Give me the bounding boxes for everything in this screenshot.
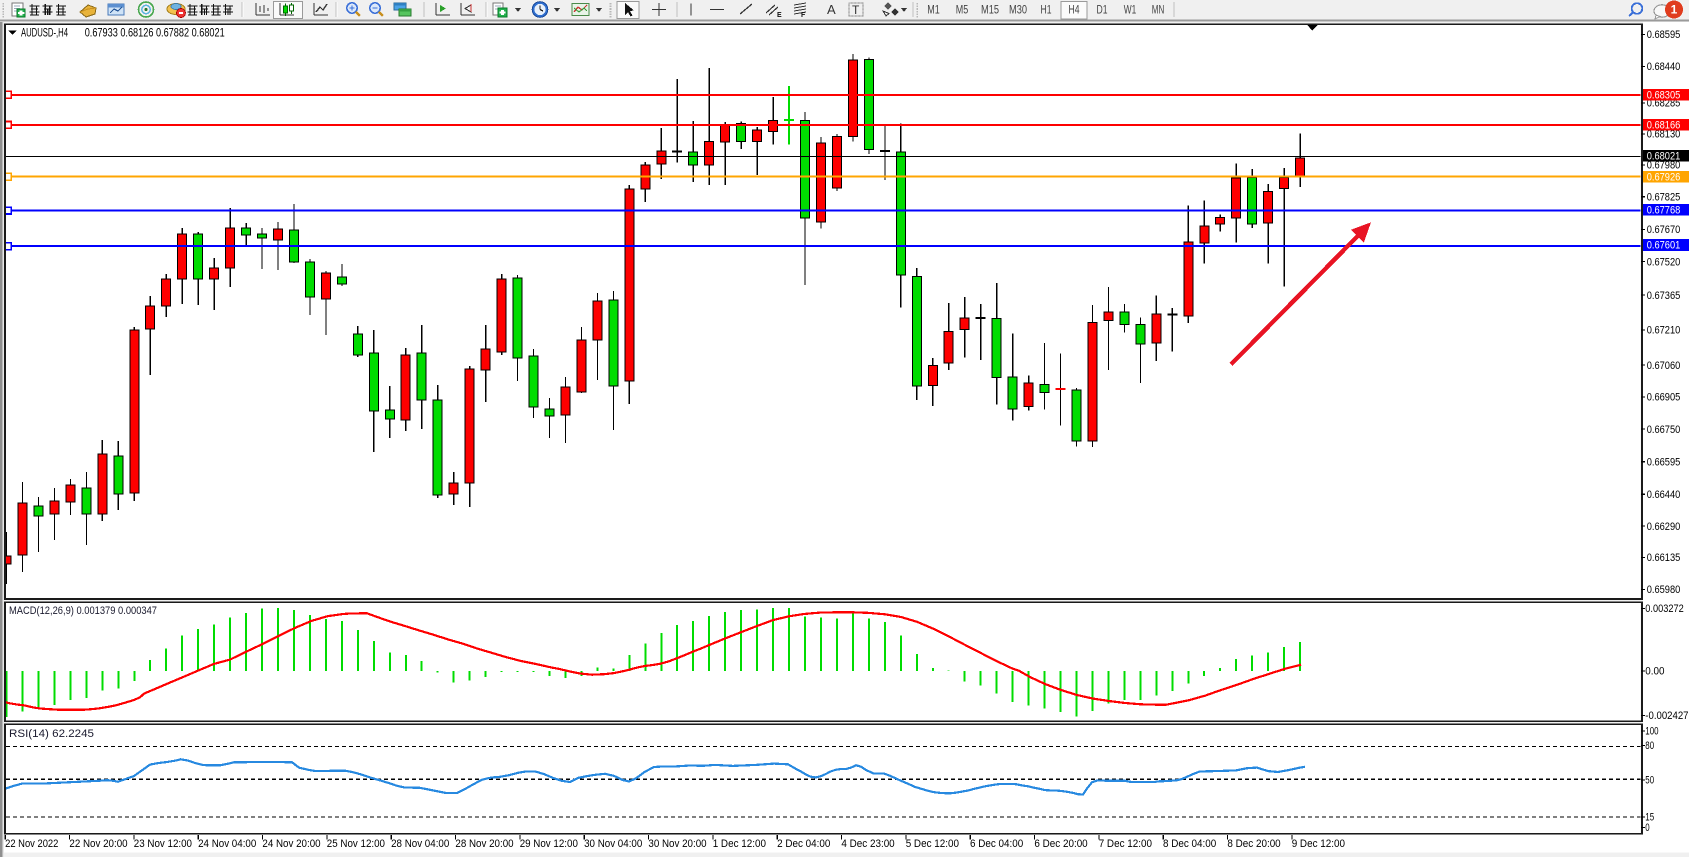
svg-text:8 Dec 04:00: 8 Dec 04:00	[1163, 838, 1216, 850]
svg-text:0: 0	[1645, 822, 1649, 834]
svg-text:D1: D1	[1097, 5, 1108, 17]
svg-text:0.68440: 0.68440	[1647, 61, 1681, 73]
svg-text:24 Nov 04:00: 24 Nov 04:00	[198, 838, 256, 850]
svg-text:0.67601: 0.67601	[1647, 240, 1681, 252]
svg-text:30 Nov 04:00: 30 Nov 04:00	[584, 838, 642, 850]
svg-text:A: A	[827, 2, 836, 17]
svg-text:1 Dec 12:00: 1 Dec 12:00	[713, 838, 766, 850]
svg-text:M5: M5	[956, 5, 969, 17]
svg-text:28 Nov 20:00: 28 Nov 20:00	[455, 838, 513, 850]
svg-text:8 Dec 20:00: 8 Dec 20:00	[1227, 838, 1280, 850]
svg-text:0.68021: 0.68021	[1647, 151, 1681, 163]
svg-text:0.67926: 0.67926	[1647, 171, 1681, 183]
svg-text:0.66595: 0.66595	[1647, 456, 1681, 468]
svg-text:0.66440: 0.66440	[1647, 489, 1681, 501]
svg-text:5 Dec 12:00: 5 Dec 12:00	[906, 838, 959, 850]
svg-text:6 Dec 04:00: 6 Dec 04:00	[970, 838, 1023, 850]
svg-text:6 Dec 20:00: 6 Dec 20:00	[1034, 838, 1087, 850]
svg-text:0.003272: 0.003272	[1645, 603, 1683, 615]
svg-text:23 Nov 12:00: 23 Nov 12:00	[134, 838, 192, 850]
svg-text:0.67980: 0.67980	[1647, 160, 1681, 172]
svg-text:M15: M15	[981, 5, 999, 17]
svg-text:W1: W1	[1124, 5, 1137, 17]
svg-text:15: 15	[1645, 812, 1654, 824]
svg-text:0.65980: 0.65980	[1647, 584, 1681, 596]
svg-text:25 Nov 12:00: 25 Nov 12:00	[327, 838, 385, 850]
svg-text:H1: H1	[1041, 5, 1052, 17]
svg-text:0.00: 0.00	[1645, 666, 1664, 678]
svg-text:28 Nov 04:00: 28 Nov 04:00	[391, 838, 449, 850]
svg-text:AUDUSD-,H4: AUDUSD-,H4	[21, 28, 68, 40]
svg-text:9 Dec 12:00: 9 Dec 12:00	[1292, 838, 1345, 850]
svg-text:H4: H4	[1069, 5, 1080, 17]
svg-text:0.68595: 0.68595	[1647, 29, 1681, 41]
svg-text:0.67825: 0.67825	[1647, 191, 1681, 203]
svg-text:0.68130: 0.68130	[1647, 129, 1681, 141]
svg-text:0.66905: 0.66905	[1647, 392, 1681, 404]
svg-text:7 Dec 12:00: 7 Dec 12:00	[1099, 838, 1152, 850]
svg-text:22 Nov 2022: 22 Nov 2022	[5, 838, 58, 850]
svg-text:0.66290: 0.66290	[1647, 521, 1681, 533]
svg-text:0.67768: 0.67768	[1647, 205, 1681, 217]
svg-text:0.67365: 0.67365	[1647, 290, 1681, 302]
svg-text:-0.002427: -0.002427	[1645, 710, 1688, 722]
svg-text:24 Nov 20:00: 24 Nov 20:00	[262, 838, 320, 850]
svg-text:4 Dec 23:00: 4 Dec 23:00	[841, 838, 894, 850]
svg-text:E: E	[777, 12, 782, 19]
svg-text:22 Nov 20:00: 22 Nov 20:00	[69, 838, 127, 850]
svg-text:MACD(12,26,9) 0.001379 0.00034: MACD(12,26,9) 0.001379 0.000347	[9, 605, 157, 617]
svg-text:0.66135: 0.66135	[1647, 552, 1681, 564]
svg-text:M30: M30	[1009, 5, 1027, 17]
svg-text:50: 50	[1645, 775, 1654, 787]
svg-text:2 Dec 04:00: 2 Dec 04:00	[777, 838, 830, 850]
svg-text:29 Nov 12:00: 29 Nov 12:00	[520, 838, 578, 850]
svg-text:T: T	[852, 3, 860, 17]
svg-text:0.67210: 0.67210	[1647, 325, 1681, 337]
svg-text:100: 100	[1645, 726, 1658, 738]
svg-text:0.66750: 0.66750	[1647, 424, 1681, 436]
svg-text:0.68305: 0.68305	[1647, 90, 1681, 102]
svg-text:80: 80	[1645, 740, 1654, 752]
svg-text:MN: MN	[1152, 5, 1165, 17]
svg-text:0.67933 0.68126 0.67882 0.6802: 0.67933 0.68126 0.67882 0.68021	[85, 28, 225, 40]
svg-text:1: 1	[1671, 3, 1678, 17]
svg-text:0.67670: 0.67670	[1647, 224, 1681, 236]
svg-text:30 Nov 20:00: 30 Nov 20:00	[648, 838, 706, 850]
svg-text:0.68166: 0.68166	[1647, 120, 1681, 132]
svg-text:RSI(14) 62.2245: RSI(14) 62.2245	[9, 728, 94, 740]
svg-text:0.67060: 0.67060	[1647, 360, 1681, 372]
svg-text:0.67520: 0.67520	[1647, 256, 1681, 268]
svg-text:M1: M1	[927, 5, 940, 17]
svg-text:F: F	[801, 12, 806, 19]
